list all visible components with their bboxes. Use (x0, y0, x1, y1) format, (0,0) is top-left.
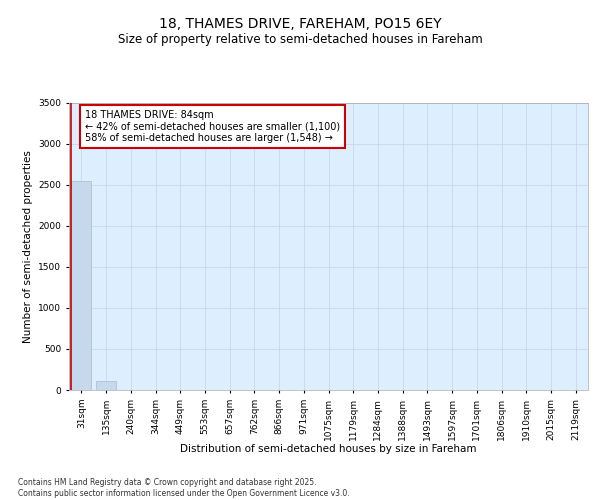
Bar (96, 381, 116, 390)
Text: 18, THAMES DRIVE, FAREHAM, PO15 6EY: 18, THAMES DRIVE, FAREHAM, PO15 6EY (158, 18, 442, 32)
Y-axis label: Number of semi-detached properties: Number of semi-detached properties (23, 150, 33, 342)
Bar (71, 180, 91, 390)
Text: Contains HM Land Registry data © Crown copyright and database right 2025.
Contai: Contains HM Land Registry data © Crown c… (18, 478, 350, 498)
Text: Size of property relative to semi-detached houses in Fareham: Size of property relative to semi-detach… (118, 32, 482, 46)
X-axis label: Distribution of semi-detached houses by size in Fareham: Distribution of semi-detached houses by … (180, 444, 477, 454)
Text: 18 THAMES DRIVE: 84sqm
← 42% of semi-detached houses are smaller (1,100)
58% of : 18 THAMES DRIVE: 84sqm ← 42% of semi-det… (85, 110, 340, 143)
